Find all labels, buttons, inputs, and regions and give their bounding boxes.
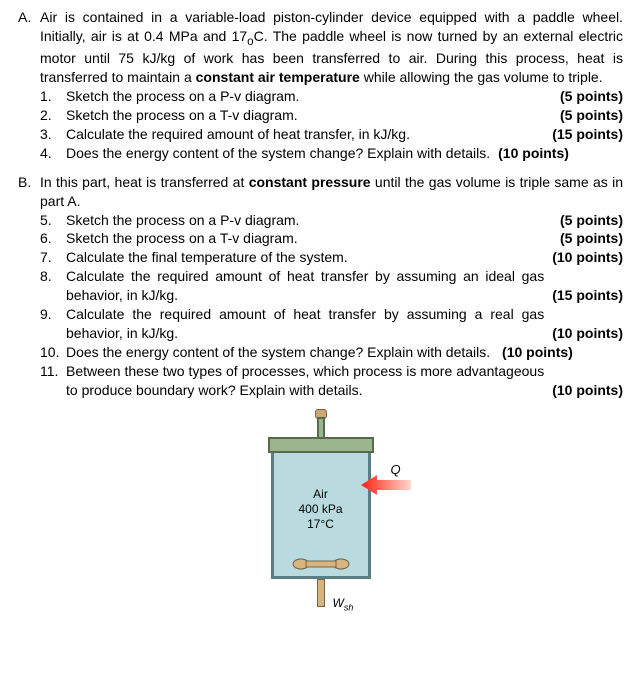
item-5: 5. Sketch the process on a P-v diagram. … [40, 211, 623, 230]
piston-rod [317, 417, 325, 439]
item-2-text: Sketch the process on a T-v diagram. [66, 106, 298, 125]
item-8-num: 8. [40, 267, 66, 286]
section-b-header: B. In this part, heat is transferred at … [18, 173, 623, 211]
item-1: 1. Sketch the process on a P-v diagram. … [40, 87, 623, 106]
wsh-sub: sh [344, 603, 354, 613]
item-11-num: 11. [40, 362, 66, 381]
section-a-intro: Air is contained in a variable-load pist… [40, 8, 623, 87]
air-label-block: Air 400 kPa 17°C [271, 487, 371, 532]
item-5-pts: (5 points) [552, 211, 623, 230]
item-6-text: Sketch the process on a T-v diagram. [66, 229, 298, 248]
item-9-text: Calculate the required amount of heat tr… [66, 305, 544, 343]
intro-b-bold: constant pressure [249, 174, 371, 190]
intro-b-pre: In this part, heat is transferred at [40, 174, 249, 190]
pressure-label: 400 kPa [271, 502, 371, 517]
item-9: 9. Calculate the required amount of heat… [40, 305, 623, 343]
item-9-num: 9. [40, 305, 66, 324]
section-a-items: 1. Sketch the process on a P-v diagram. … [18, 87, 623, 163]
item-3-pts: (15 points) [544, 125, 623, 144]
item-6: 6. Sketch the process on a T-v diagram. … [40, 229, 623, 248]
piston [268, 437, 374, 453]
item-1-num: 1. [40, 87, 66, 106]
item-6-pts: (5 points) [552, 229, 623, 248]
item-1-pts: (5 points) [552, 87, 623, 106]
item-4: 4. Does the energy content of the system… [40, 144, 623, 163]
heat-q-label: Q [391, 461, 401, 479]
item-7-pts: (10 points) [544, 248, 623, 267]
item-11-text: Between these two types of processes, wh… [66, 362, 544, 400]
item-6-num: 6. [40, 229, 66, 248]
item-2-num: 2. [40, 106, 66, 125]
item-10-text: Does the energy content of the system ch… [66, 344, 490, 360]
item-11-pts: (10 points) [544, 381, 623, 400]
item-4-pts: (10 points) [490, 145, 569, 161]
piston-diagram: Air 400 kPa 17°C Q [221, 409, 421, 609]
wsh-main: W [333, 596, 344, 610]
item-7: 7. Calculate the final temperature of th… [40, 248, 623, 267]
item-8-text: Calculate the required amount of heat tr… [66, 267, 544, 305]
section-a: A. Air is contained in a variable-load p… [18, 8, 623, 163]
heat-arrow-icon [361, 473, 411, 497]
item-1-text: Sketch the process on a P-v diagram. [66, 87, 299, 106]
item-5-num: 5. [40, 211, 66, 230]
item-2: 2. Sketch the process on a T-v diagram. … [40, 106, 623, 125]
item-11: 11. Between these two types of processes… [40, 362, 623, 400]
item-4-num: 4. [40, 144, 66, 163]
item-8-pts: (15 points) [544, 286, 623, 305]
item-3-text: Calculate the required amount of heat tr… [66, 125, 410, 144]
section-b-items: 5. Sketch the process on a P-v diagram. … [18, 211, 623, 400]
section-a-header: A. Air is contained in a variable-load p… [18, 8, 623, 87]
item-2-pts: (5 points) [552, 106, 623, 125]
intro-a-tail: while allowing the gas volume to triple. [360, 69, 603, 85]
item-7-num: 7. [40, 248, 66, 267]
section-b: B. In this part, heat is transferred at … [18, 173, 623, 400]
work-shaft-label: Wsh [333, 595, 354, 614]
intro-a-bold: constant air temperature [196, 69, 360, 85]
paddle-shaft [317, 579, 325, 607]
temperature-label: 17°C [271, 517, 371, 532]
section-b-intro: In this part, heat is transferred at con… [40, 173, 623, 211]
item-5-text: Sketch the process on a P-v diagram. [66, 211, 299, 230]
paddle-wheel-icon [291, 557, 351, 571]
item-10-num: 10. [40, 343, 66, 362]
piston-diagram-wrap: Air 400 kPa 17°C Q [18, 409, 623, 609]
air-label: Air [271, 487, 371, 502]
item-9-pts: (10 points) [544, 324, 623, 343]
section-b-letter: B. [18, 173, 40, 192]
item-3-num: 3. [40, 125, 66, 144]
item-7-text: Calculate the final temperature of the s… [66, 248, 348, 267]
item-4-text: Does the energy content of the system ch… [66, 145, 490, 161]
item-10-pts: (10 points) [494, 344, 573, 360]
section-a-letter: A. [18, 8, 40, 27]
item-3: 3. Calculate the required amount of heat… [40, 125, 623, 144]
item-8: 8. Calculate the required amount of heat… [40, 267, 623, 305]
item-10: 10. Does the energy content of the syste… [40, 343, 623, 362]
